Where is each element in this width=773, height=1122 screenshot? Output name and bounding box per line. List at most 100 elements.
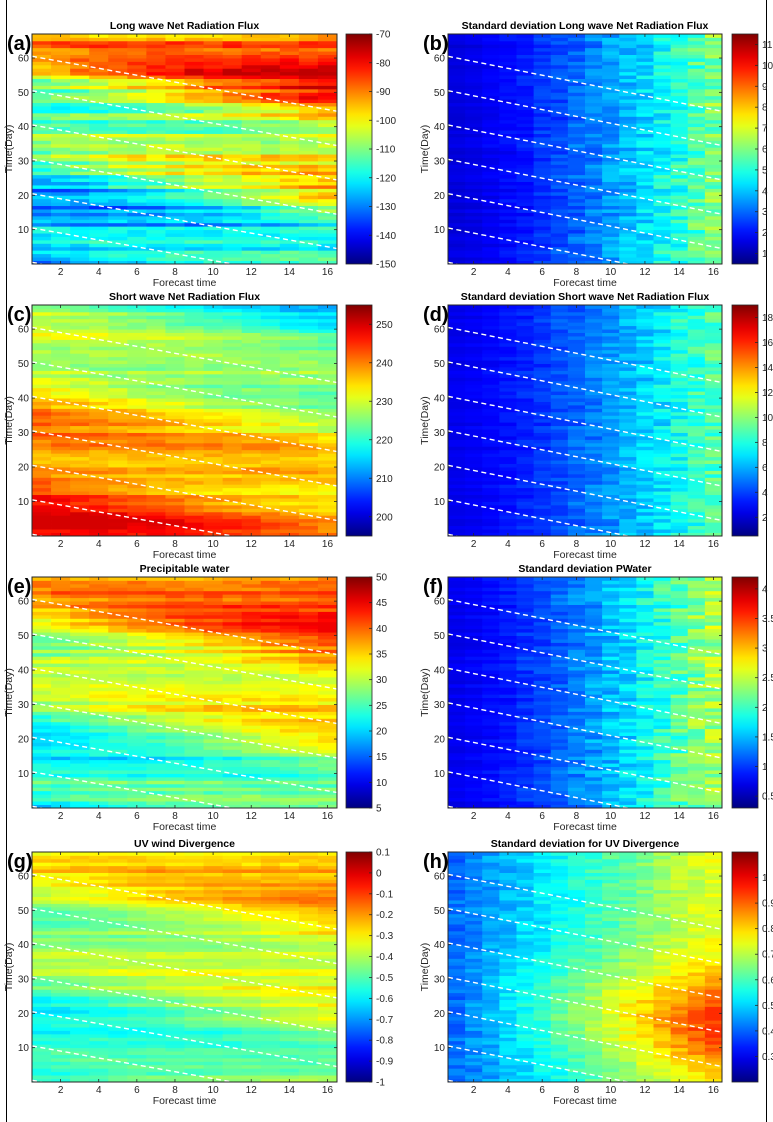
heatmap-cell: [602, 212, 620, 217]
heatmap-cell: [89, 594, 109, 599]
heatmap-cell: [619, 164, 637, 169]
heatmap-cell: [184, 198, 204, 203]
heatmap-cell: [70, 532, 90, 536]
heatmap-cell: [89, 670, 109, 674]
heatmap-cell: [260, 164, 281, 169]
heatmap-cell: [279, 215, 300, 220]
heatmap-cell: [619, 40, 637, 45]
heatmap-cell: [670, 360, 689, 365]
heatmap-cell: [602, 171, 620, 176]
heatmap-cell: [653, 191, 672, 196]
heatmap-cell: [298, 130, 319, 134]
heatmap-cell: [653, 439, 672, 444]
heatmap-cell: [146, 161, 166, 165]
heatmap-cell: [317, 178, 337, 183]
heatmap-cell: [70, 215, 90, 220]
heatmap-cell: [203, 470, 224, 475]
heatmap-cell: [619, 212, 637, 217]
heatmap-cell: [241, 525, 262, 530]
heatmap-cell: [482, 150, 500, 155]
heatmap-cell: [653, 95, 672, 100]
heatmap-cell: [482, 529, 500, 533]
heatmap-cell: [89, 525, 109, 530]
heatmap-cell: [602, 133, 620, 138]
heatmap-cell: [241, 92, 262, 97]
heatmap-cell: [516, 429, 535, 433]
heatmap-cell: [51, 487, 71, 492]
heatmap-cell: [89, 47, 109, 52]
heatmap-cell: [70, 202, 90, 207]
heatmap-cell: [165, 418, 185, 423]
heatmap-cell: [317, 75, 337, 80]
heatmap-cell: [636, 188, 654, 193]
heatmap-cell: [184, 336, 204, 340]
dashed-diagonal-line: [32, 158, 337, 215]
heatmap-cell: [165, 99, 185, 104]
heatmap-cell: [585, 34, 603, 38]
heatmap-cell: [70, 446, 90, 451]
heatmap-cell: [127, 642, 147, 647]
heatmap-cell: [146, 215, 166, 220]
heatmap-cell: [619, 88, 637, 93]
heatmap-cell: [165, 446, 185, 451]
heatmap-cell: [146, 58, 166, 62]
heatmap-cell: [516, 418, 535, 423]
heatmap-cell: [687, 380, 706, 385]
heatmap-cell: [533, 404, 552, 409]
heatmap-cell: [241, 174, 262, 179]
heatmap-cell: [184, 494, 204, 499]
heatmap-cell: [499, 106, 517, 110]
heatmap-cell: [687, 342, 706, 347]
heatmap-cell: [670, 394, 689, 399]
heatmap-cell: [516, 257, 535, 261]
heatmap-cell: [70, 130, 90, 134]
heatmap-cell: [653, 529, 672, 533]
heatmap-cell: [108, 212, 128, 217]
heatmap-cell: [51, 411, 71, 416]
heatmap-cell: [108, 85, 128, 90]
heatmap-cell: [704, 529, 722, 533]
heatmap-cell: [127, 373, 147, 378]
heatmap-cell: [51, 770, 71, 774]
heatmap-cell: [298, 51, 319, 55]
heatmap-cell: [203, 85, 224, 90]
heatmap-cell: [222, 477, 243, 482]
heatmap-cell: [165, 178, 185, 183]
heatmap-cell: [448, 178, 466, 183]
heatmap-cell: [704, 491, 722, 496]
heatmap-cell: [317, 82, 337, 86]
heatmap-cell: [653, 477, 672, 482]
heatmap-cell: [70, 315, 90, 320]
heatmap-cell: [704, 339, 722, 344]
heatmap-cell: [279, 346, 300, 351]
heatmap-cell: [89, 130, 109, 134]
heatmap-cell: [51, 439, 71, 444]
heatmap-cell: [108, 763, 128, 768]
heatmap-cell: [704, 446, 722, 451]
heatmap-cell: [670, 449, 689, 454]
heatmap-cell: [241, 411, 262, 416]
dashed-diagonal-line: [32, 395, 337, 453]
heatmap-cell: [127, 676, 147, 681]
heatmap-cell: [653, 391, 672, 396]
heatmap-cell: [241, 181, 262, 186]
heatmap-cell: [279, 40, 300, 45]
heatmap-cell: [127, 739, 147, 743]
heatmap-cell: [127, 167, 147, 172]
heatmap-cell: [260, 436, 281, 440]
heatmap-cell: [70, 222, 90, 227]
heatmap-cell: [108, 418, 128, 423]
heatmap-cell: [165, 463, 185, 468]
heatmap-cell: [184, 353, 204, 358]
heatmap-cell: [687, 88, 706, 93]
heatmap-cell: [448, 511, 466, 516]
heatmap-cell: [70, 480, 90, 485]
heatmap-cell: [687, 480, 706, 485]
heatmap-cell: [704, 487, 722, 492]
heatmap-cell: [619, 215, 637, 220]
heatmap-cell: [482, 463, 500, 468]
heatmap-cell: [70, 587, 90, 592]
heatmap-cell: [602, 195, 620, 200]
heatmap-cell: [241, 398, 262, 402]
heatmap-cell: [687, 408, 706, 413]
